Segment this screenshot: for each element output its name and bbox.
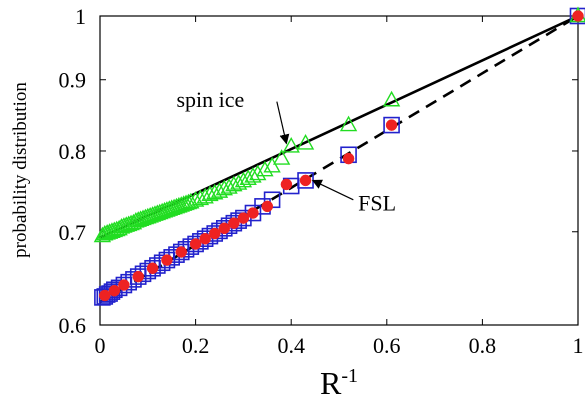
data-point-circle xyxy=(342,152,355,165)
data-point-triangle xyxy=(249,164,267,181)
data-point-triangle xyxy=(256,160,274,177)
data-marks xyxy=(93,6,585,306)
x-axis-label: R-1 xyxy=(320,365,358,401)
data-point-triangle xyxy=(382,90,401,107)
annotation-spin-ice: spin ice xyxy=(176,87,244,112)
data-point-circle xyxy=(161,254,173,266)
data-point-triangle xyxy=(296,134,315,150)
data-point-circle xyxy=(572,10,584,22)
y-tick-label: 0.6 xyxy=(59,313,87,338)
data-point-circle xyxy=(280,178,293,191)
data-point-circle xyxy=(228,217,240,229)
y-tick-label: 1 xyxy=(75,4,86,29)
y-tick-label: 0.9 xyxy=(59,68,87,93)
data-point-circle xyxy=(247,207,259,219)
data-point-circle xyxy=(299,174,312,187)
data-point-circle xyxy=(208,227,221,240)
data-point-circle xyxy=(189,238,202,250)
x-tick-label: 0.4 xyxy=(277,333,305,358)
data-point-triangle xyxy=(174,195,193,211)
data-point-circle xyxy=(132,270,144,283)
y-axis-label: probability distribution xyxy=(10,82,31,258)
ticks: 0 0.2 0.4 0.6 0.8 1 0.6 0.7 0.8 0.9 1 xyxy=(59,4,584,358)
data-point-circle xyxy=(237,212,250,224)
x-axis-label-base: R xyxy=(320,365,342,401)
data-point-triangle xyxy=(244,167,262,183)
fit-line-dashed xyxy=(99,14,579,304)
data-point-circle xyxy=(261,200,274,213)
annotations: spin ice FSL xyxy=(176,87,396,215)
data-point-circle xyxy=(118,279,130,291)
data-point-square xyxy=(383,116,400,134)
plot-frame xyxy=(99,15,579,326)
data-point-circle xyxy=(146,262,159,275)
data-point-triangle xyxy=(263,156,281,173)
x-tick-label: 0.6 xyxy=(373,333,401,358)
data-point-triangle xyxy=(179,193,198,210)
data-point-circle xyxy=(99,289,111,302)
data-point-circle xyxy=(385,119,398,131)
data-point-triangle xyxy=(282,137,300,153)
data-point-triangle xyxy=(272,149,291,165)
data-point-square xyxy=(129,268,147,285)
y-tick-label: 0.7 xyxy=(59,220,87,245)
y-tick-label: 0.8 xyxy=(59,139,87,164)
x-tick-label: 0.8 xyxy=(469,333,497,358)
data-point-square xyxy=(115,276,133,294)
x-tick-label: 0.2 xyxy=(182,333,210,358)
annotation-fsl: FSL xyxy=(358,191,396,216)
annotation-arrow-spin-ice xyxy=(276,101,290,145)
data-point-triangle xyxy=(339,115,358,132)
data-point-circle xyxy=(199,232,211,245)
x-axis-label-exponent: -1 xyxy=(341,365,358,387)
annotation-arrow-fsl xyxy=(311,179,354,201)
x-tick-label: 1 xyxy=(573,333,584,358)
data-point-circle xyxy=(218,222,231,235)
data-point-circle xyxy=(175,246,188,258)
x-tick-label: 0 xyxy=(95,333,106,358)
data-point-circle xyxy=(108,284,121,297)
